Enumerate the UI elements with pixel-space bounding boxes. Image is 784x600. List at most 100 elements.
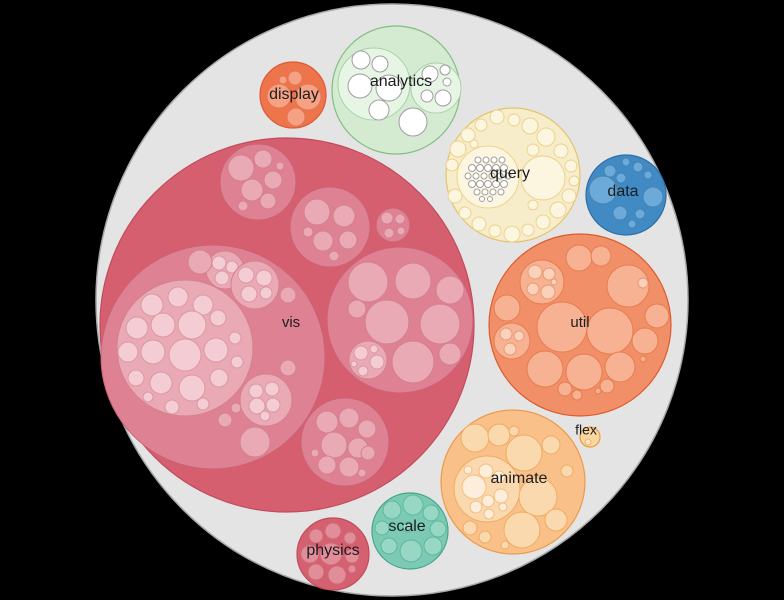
node-circle[interactable]	[382, 500, 402, 520]
node-circle[interactable]	[287, 70, 303, 86]
node-circle[interactable]	[217, 412, 233, 428]
node-circle[interactable]	[248, 383, 264, 399]
node-circle[interactable]	[312, 230, 334, 252]
node-circle[interactable]	[469, 139, 479, 149]
node-circle[interactable]	[227, 154, 255, 182]
node-circle[interactable]	[178, 374, 206, 402]
node-circle[interactable]	[549, 201, 567, 219]
node-circle[interactable]	[380, 537, 398, 555]
node-circle[interactable]	[225, 260, 239, 274]
leaf-node-circle[interactable]	[420, 89, 434, 103]
node-circle[interactable]	[642, 186, 664, 208]
node-circle[interactable]	[357, 468, 367, 478]
node-circle[interactable]	[505, 434, 543, 472]
node-circle[interactable]	[380, 211, 394, 225]
node-circle[interactable]	[237, 200, 249, 212]
node-circle[interactable]	[590, 245, 612, 267]
node-circle[interactable]	[594, 387, 602, 395]
node-circle[interactable]	[503, 511, 541, 549]
node-circle[interactable]	[279, 286, 297, 304]
node-circle[interactable]	[568, 175, 580, 187]
node-circle[interactable]	[374, 520, 390, 536]
leaf-node-circle[interactable]	[496, 172, 504, 180]
node-circle[interactable]	[343, 531, 357, 545]
node-circle[interactable]	[508, 425, 520, 437]
node-circle[interactable]	[307, 563, 325, 581]
node-circle[interactable]	[338, 456, 360, 478]
leaf-node-circle[interactable]	[488, 172, 496, 180]
node-circle[interactable]	[142, 391, 154, 403]
node-circle[interactable]	[503, 225, 521, 243]
node-circle[interactable]	[168, 338, 202, 372]
node-circle[interactable]	[632, 161, 644, 173]
node-circle[interactable]	[458, 206, 472, 220]
package-circle-display[interactable]	[259, 61, 327, 129]
node-circle[interactable]	[586, 307, 634, 355]
node-circle[interactable]	[253, 149, 273, 169]
node-circle[interactable]	[375, 207, 411, 243]
node-circle[interactable]	[637, 277, 649, 289]
node-circle[interactable]	[536, 127, 556, 147]
leaf-node-circle[interactable]	[398, 107, 428, 137]
node-circle[interactable]	[117, 341, 139, 363]
node-circle[interactable]	[353, 345, 369, 361]
node-circle[interactable]	[338, 230, 358, 250]
node-circle[interactable]	[240, 178, 264, 202]
node-circle[interactable]	[399, 539, 423, 563]
node-circle[interactable]	[462, 520, 478, 536]
node-circle[interactable]	[317, 455, 337, 475]
node-circle[interactable]	[149, 371, 173, 395]
node-circle[interactable]	[237, 266, 255, 284]
node-circle[interactable]	[248, 397, 266, 415]
node-circle[interactable]	[383, 227, 395, 239]
node-circle[interactable]	[449, 140, 467, 158]
node-circle[interactable]	[603, 164, 617, 178]
leaf-node-circle[interactable]	[498, 156, 506, 164]
node-circle[interactable]	[259, 410, 271, 422]
leaf-node-circle[interactable]	[487, 196, 493, 202]
leaf-node-circle[interactable]	[474, 156, 482, 164]
node-circle[interactable]	[338, 407, 360, 429]
node-circle[interactable]	[521, 117, 539, 135]
node-circle[interactable]	[230, 402, 242, 414]
node-circle[interactable]	[264, 381, 280, 397]
leaf-node-circle[interactable]	[492, 164, 500, 172]
leaf-node-circle[interactable]	[468, 180, 476, 188]
node-circle[interactable]	[493, 294, 521, 322]
node-circle[interactable]	[584, 438, 592, 446]
node-circle[interactable]	[521, 223, 535, 237]
node-circle[interactable]	[327, 565, 347, 585]
node-circle[interactable]	[303, 198, 331, 226]
node-circle[interactable]	[503, 342, 517, 356]
node-circle[interactable]	[469, 500, 483, 514]
leaf-node-circle[interactable]	[481, 188, 489, 196]
leaf-node-circle[interactable]	[504, 172, 512, 180]
leaf-node-circle[interactable]	[347, 73, 373, 99]
node-circle[interactable]	[438, 342, 462, 366]
node-circle[interactable]	[140, 293, 164, 317]
node-circle[interactable]	[631, 327, 659, 355]
node-circle[interactable]	[344, 548, 360, 564]
node-circle[interactable]	[564, 159, 578, 173]
node-circle[interactable]	[553, 143, 569, 159]
node-circle[interactable]	[196, 397, 210, 411]
node-circle[interactable]	[460, 127, 476, 143]
node-circle[interactable]	[394, 262, 432, 300]
node-circle[interactable]	[478, 530, 492, 544]
leaf-node-circle[interactable]	[472, 172, 480, 180]
node-circle[interactable]	[489, 109, 505, 125]
node-circle[interactable]	[557, 381, 573, 397]
node-circle[interactable]	[419, 303, 461, 345]
node-circle[interactable]	[150, 312, 176, 338]
node-circle[interactable]	[526, 350, 564, 388]
leaf-node-circle[interactable]	[500, 180, 508, 188]
node-circle[interactable]	[211, 255, 227, 271]
node-circle[interactable]	[483, 508, 495, 520]
node-circle[interactable]	[487, 423, 511, 447]
node-circle[interactable]	[209, 309, 227, 327]
node-circle[interactable]	[599, 378, 615, 394]
node-circle[interactable]	[328, 250, 340, 262]
node-circle[interactable]	[423, 536, 443, 556]
node-circle[interactable]	[518, 477, 558, 517]
node-circle[interactable]	[526, 143, 540, 157]
